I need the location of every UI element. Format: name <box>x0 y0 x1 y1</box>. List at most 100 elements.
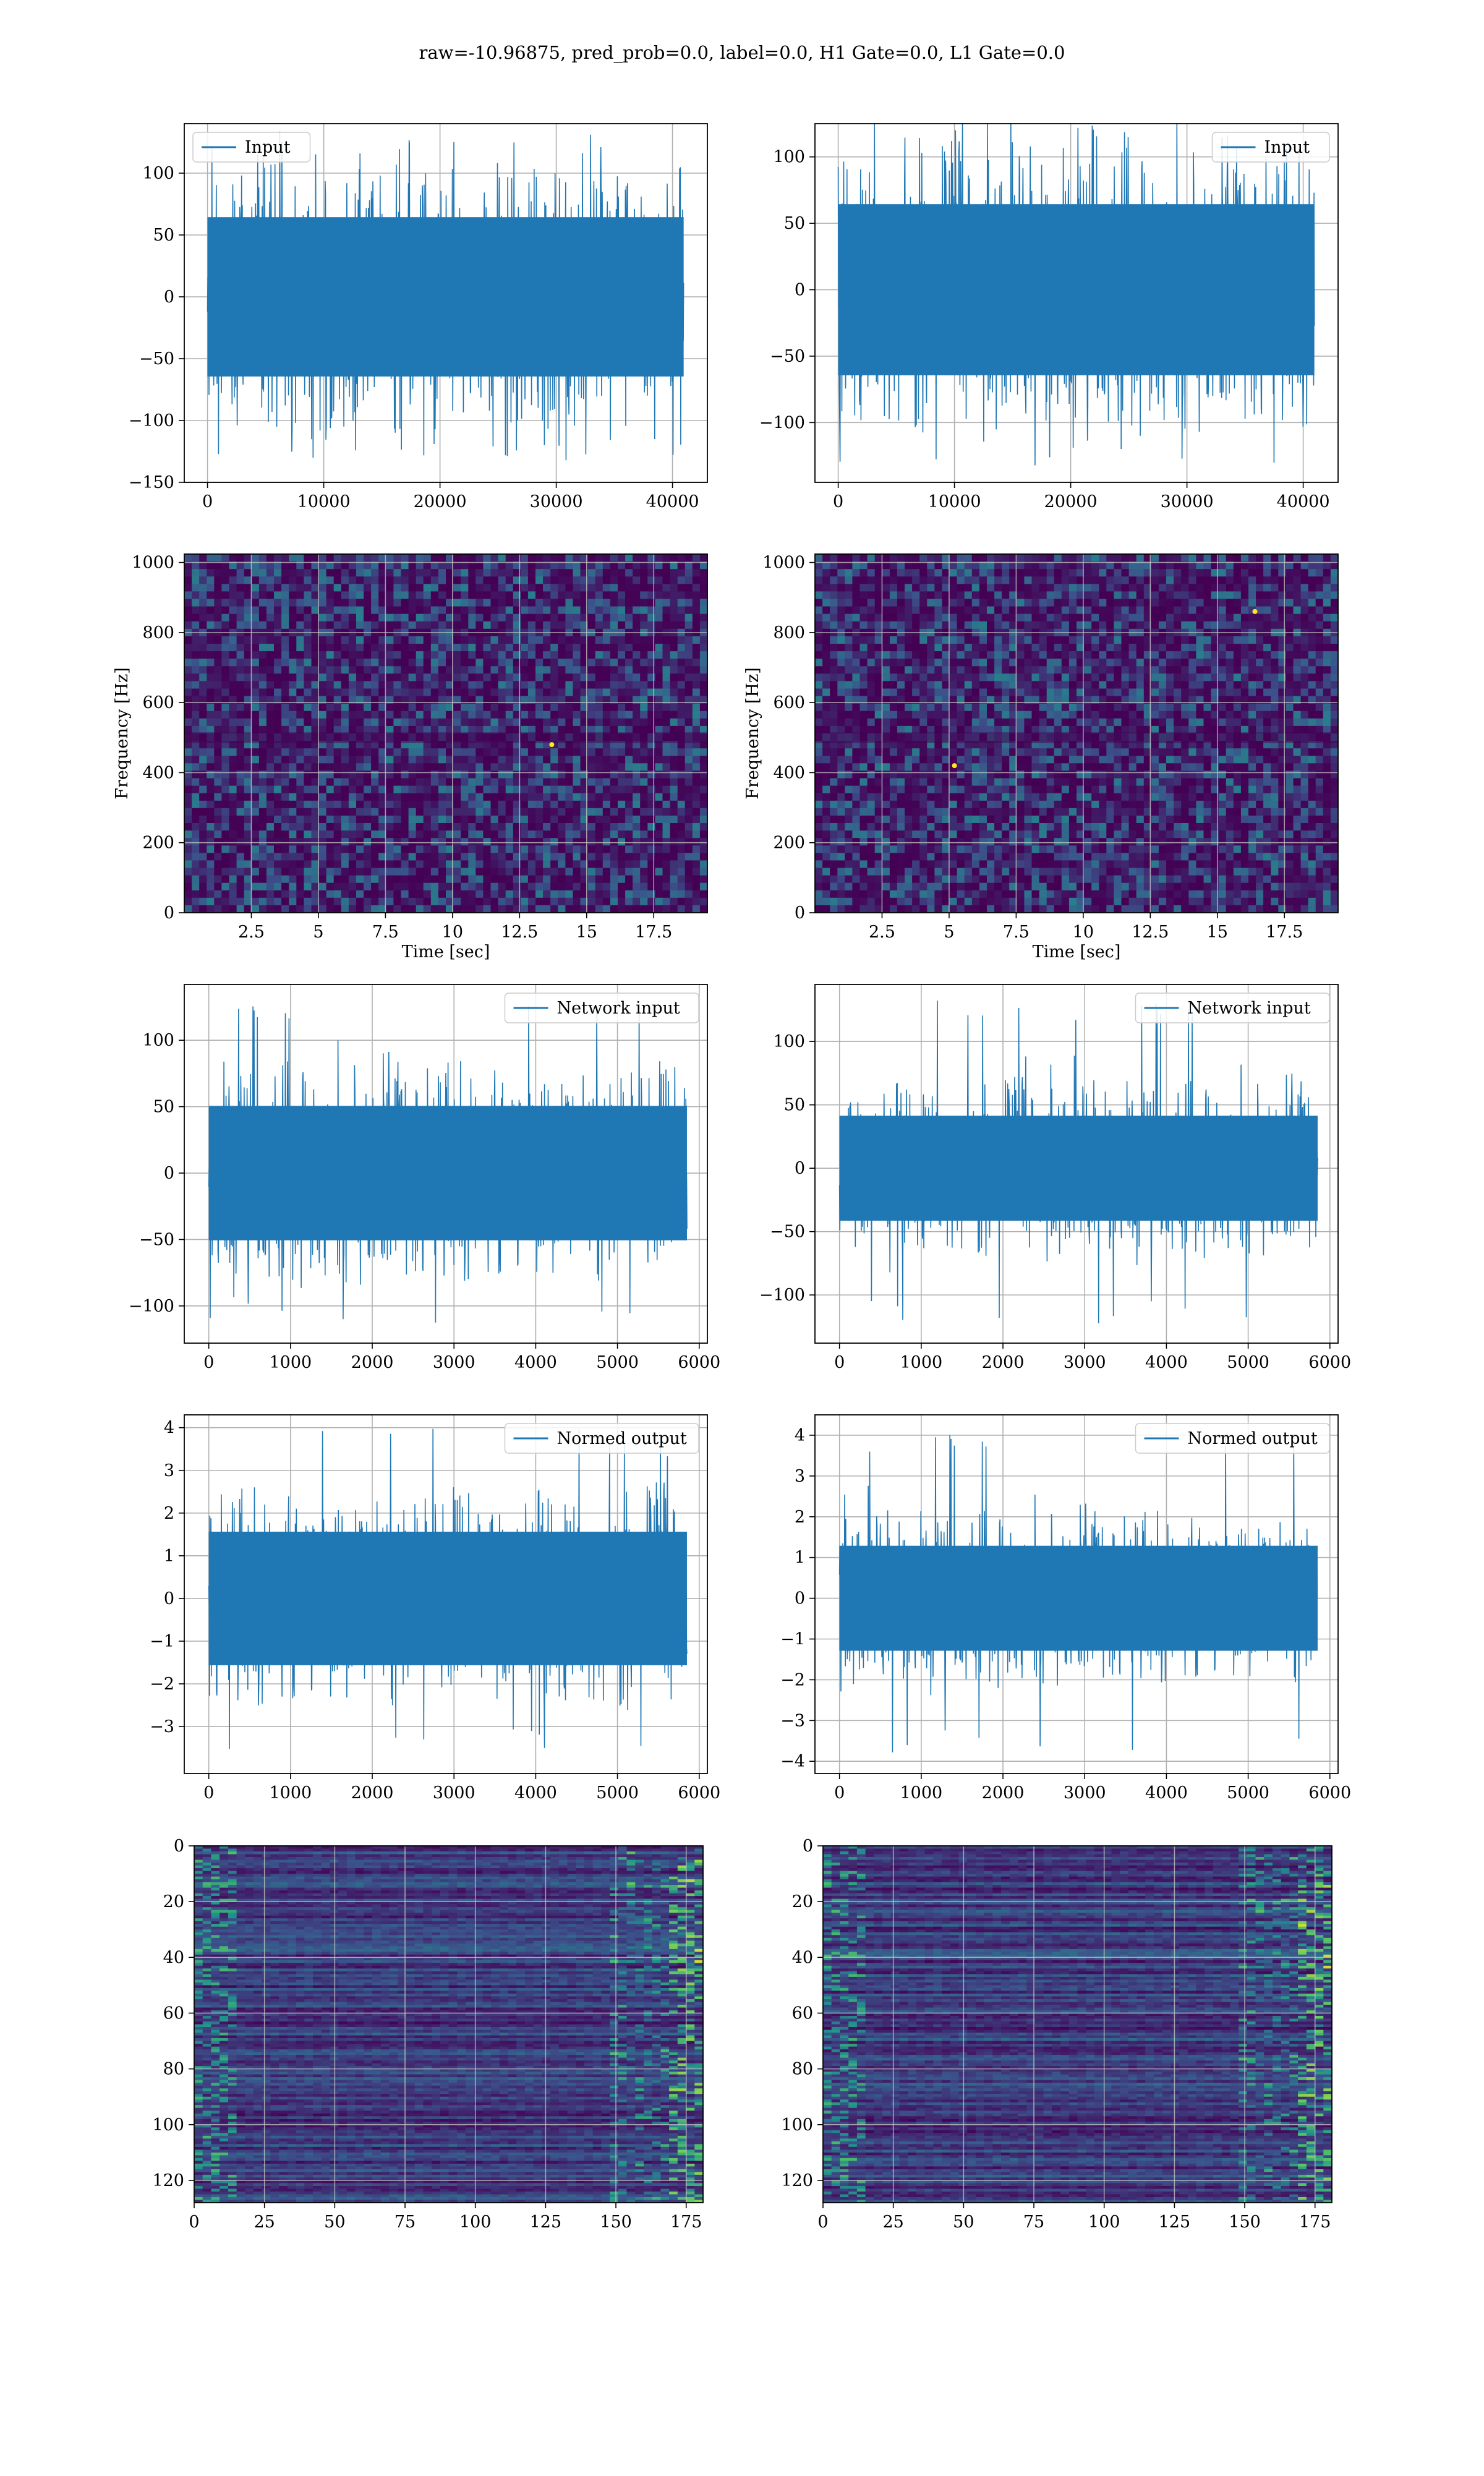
x-tick-label: 0 <box>833 492 843 511</box>
y-tick-label: 120 <box>152 2171 184 2190</box>
y-tick-label: 20 <box>792 1892 813 1911</box>
x-tick-label: 25 <box>254 2213 275 2232</box>
x-axis-label: Time [sec] <box>1033 942 1121 962</box>
y-tick-label: −50 <box>770 347 805 366</box>
y-tick-label: 50 <box>153 1098 174 1117</box>
x-tick-label: 75 <box>394 2213 416 2232</box>
x-tick-label: 10000 <box>297 492 351 511</box>
x-tick-label: 0 <box>203 1783 214 1803</box>
y-tick-label: 0 <box>795 1159 805 1178</box>
x-tick-label: 0 <box>202 492 213 511</box>
y-tick-label: −4 <box>780 1752 805 1771</box>
x-tick-label: 17.5 <box>1266 923 1303 942</box>
x-tick-label: 50 <box>324 2213 345 2232</box>
x-tick-label: 30000 <box>1161 492 1214 511</box>
y-tick-label: 0 <box>164 1589 174 1608</box>
y-tick-label: 4 <box>164 1419 174 1438</box>
y-tick-label: −100 <box>129 1297 174 1316</box>
x-tick-label: 12.5 <box>501 923 538 942</box>
x-tick-label: 175 <box>1299 2213 1331 2232</box>
y-tick-label: 0 <box>174 1837 184 1856</box>
y-tick-label: 800 <box>142 623 174 642</box>
series-body <box>840 1546 1318 1651</box>
y-tick-label: 80 <box>163 2060 184 2079</box>
series-body <box>840 1116 1318 1221</box>
x-tick-label: 7.5 <box>1003 923 1030 942</box>
x-tick-label: 2.5 <box>238 923 265 942</box>
x-tick-label: 20000 <box>414 492 467 511</box>
y-tick-label: 200 <box>773 834 805 853</box>
y-tick-label: 60 <box>163 2004 184 2023</box>
heatmap-cells <box>823 1846 1333 2203</box>
x-tick-label: 1000 <box>269 1353 312 1372</box>
x-tick-label: 15 <box>1207 923 1228 942</box>
y-tick-label: 3 <box>795 1467 805 1486</box>
y-tick-label: 100 <box>152 2115 184 2135</box>
x-tick-label: 100 <box>459 2213 492 2232</box>
x-axis-label: Time [sec] <box>402 942 490 962</box>
x-tick-label: 40000 <box>1277 492 1330 511</box>
x-tick-label: 6000 <box>678 1783 720 1803</box>
x-tick-label: 20000 <box>1044 492 1098 511</box>
x-tick-label: 75 <box>1023 2213 1044 2232</box>
x-tick-label: 6000 <box>1308 1353 1351 1372</box>
x-tick-label: 4000 <box>514 1783 557 1803</box>
y-tick-label: 40 <box>792 1948 813 1967</box>
y-tick-label: 0 <box>795 903 805 923</box>
x-tick-label: 5000 <box>596 1353 639 1372</box>
x-tick-label: 40000 <box>646 492 699 511</box>
figure-title: raw=-10.96875, pred_prob=0.0, label=0.0,… <box>0 42 1484 63</box>
y-tick-label: 100 <box>773 148 805 167</box>
y-tick-label: −2 <box>150 1675 174 1694</box>
y-tick-label: 400 <box>142 763 174 782</box>
legend-label: Input <box>1264 138 1310 157</box>
y-axis-label: Frequency [Hz] <box>743 667 762 799</box>
heatmap-cells <box>194 1846 704 2203</box>
y-tick-label: 600 <box>142 693 174 712</box>
y-tick-label: 100 <box>781 2115 813 2135</box>
x-tick-label: 6000 <box>1308 1783 1351 1803</box>
x-tick-label: 1000 <box>900 1783 942 1803</box>
x-tick-label: 30000 <box>530 492 583 511</box>
x-tick-label: 125 <box>1159 2213 1191 2232</box>
y-tick-label: 600 <box>773 693 805 712</box>
y-axis-label: Frequency [Hz] <box>113 667 132 799</box>
y-tick-label: 1 <box>164 1547 174 1566</box>
y-tick-label: −1 <box>150 1632 174 1651</box>
y-tick-label: 0 <box>803 1837 813 1856</box>
x-tick-label: 0 <box>203 1353 214 1372</box>
x-tick-label: 5000 <box>1227 1783 1269 1803</box>
y-tick-label: 20 <box>163 1892 184 1911</box>
x-tick-label: 17.5 <box>635 923 672 942</box>
x-tick-label: 7.5 <box>372 923 399 942</box>
legend-label: Normed output <box>557 1429 687 1448</box>
x-tick-label: 5000 <box>596 1783 639 1803</box>
y-tick-label: −150 <box>129 473 174 492</box>
x-tick-label: 175 <box>670 2213 702 2232</box>
x-tick-label: 125 <box>530 2213 562 2232</box>
y-tick-label: 3 <box>164 1461 174 1480</box>
x-tick-label: 4000 <box>1145 1353 1188 1372</box>
legend: Input <box>193 132 310 162</box>
y-tick-label: 0 <box>795 281 805 300</box>
series-body <box>209 1106 687 1240</box>
legend: Network input <box>1136 993 1330 1023</box>
y-tick-label: 50 <box>784 1096 805 1115</box>
y-tick-label: −50 <box>139 1230 174 1249</box>
x-tick-label: 15 <box>576 923 597 942</box>
x-tick-label: 50 <box>953 2213 974 2232</box>
legend-label: Network input <box>1188 999 1311 1018</box>
y-tick-label: 1000 <box>132 553 174 573</box>
y-tick-label: −100 <box>759 413 805 432</box>
x-tick-label: 1000 <box>269 1783 312 1803</box>
x-tick-label: 150 <box>600 2213 632 2232</box>
legend: Normed output <box>505 1424 699 1453</box>
y-tick-label: 120 <box>781 2171 813 2190</box>
legend-label: Input <box>245 138 291 157</box>
